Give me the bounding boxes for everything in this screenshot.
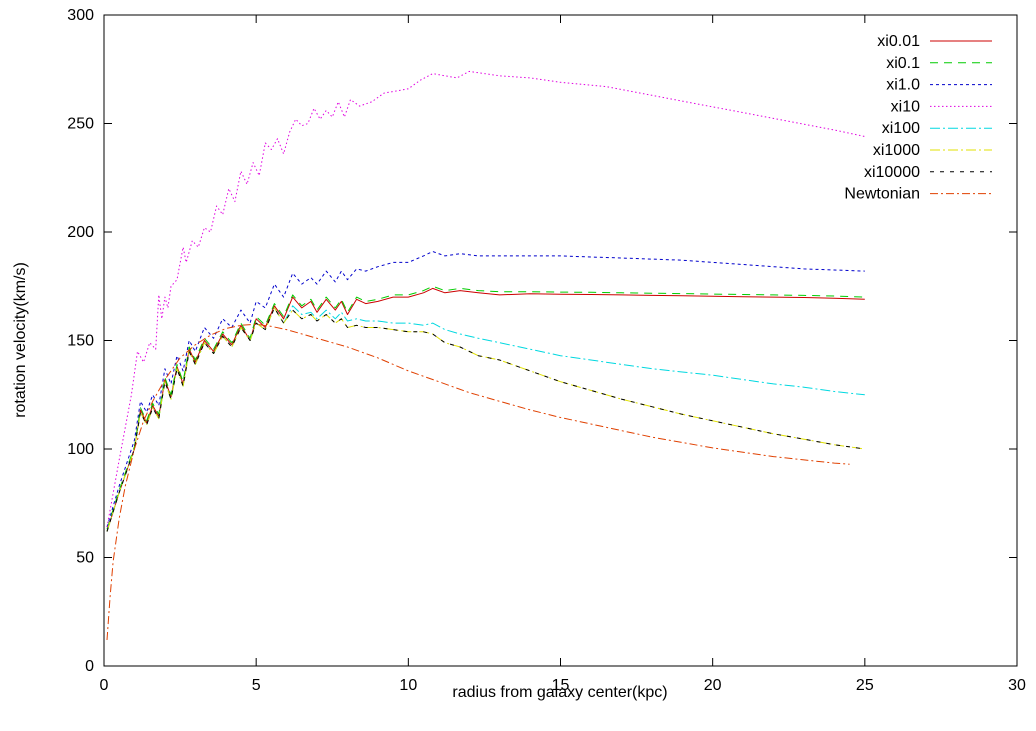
legend-label: xi10	[891, 98, 920, 115]
y-tick-label: 0	[85, 658, 94, 675]
y-tick-label: 250	[67, 116, 94, 133]
legend-label: xi1000	[873, 142, 920, 159]
x-tick-label: 30	[1008, 677, 1026, 694]
series-line-newtonian	[106, 323, 850, 641]
legend-label: xi0.01	[877, 33, 920, 50]
x-tick-label: 25	[856, 677, 874, 694]
legend-label: Newtonian	[844, 186, 920, 203]
series-line-xi1000	[106, 307, 865, 532]
series-line-xi0-1	[106, 285, 865, 530]
x-tick-label: 15	[552, 677, 570, 694]
y-axis-label: rotation velocity(km/s)	[12, 262, 29, 418]
x-tick-label: 10	[399, 677, 417, 694]
x-axis-ticks: 0 5 10 15 20 25 30	[100, 15, 1026, 694]
series-line-xi10000	[106, 307, 865, 532]
x-tick-label: 0	[100, 677, 109, 694]
x-axis-label: radius from galaxy center(kpc)	[452, 684, 667, 701]
y-tick-label: 200	[67, 224, 94, 241]
y-tick-label: 50	[76, 550, 94, 567]
series-line-xi0-01	[106, 287, 865, 532]
x-tick-label: 20	[704, 677, 722, 694]
series-line-xi10	[106, 70, 865, 528]
legend-label: xi1.0	[886, 77, 920, 94]
y-tick-label: 150	[67, 333, 94, 350]
y-tick-label: 300	[67, 7, 94, 24]
y-axis-ticks: 0 50 100 150 200 250 300	[67, 7, 1017, 675]
legend: xi0.01 xi0.1 xi1.0 xi10 xi100 xi1000 xi10000 Ne…	[844, 33, 992, 203]
plot-frame	[103, 14, 1018, 667]
legend-label: xi100	[882, 120, 920, 137]
x-tick-label: 5	[252, 677, 261, 694]
y-tick-label: 100	[67, 441, 94, 458]
series-line-xi1-0	[106, 251, 865, 528]
legend-label: xi10000	[864, 164, 920, 181]
series-lines	[106, 70, 865, 641]
series-line-xi100	[106, 305, 865, 532]
legend-label: xi0.1	[886, 55, 920, 72]
